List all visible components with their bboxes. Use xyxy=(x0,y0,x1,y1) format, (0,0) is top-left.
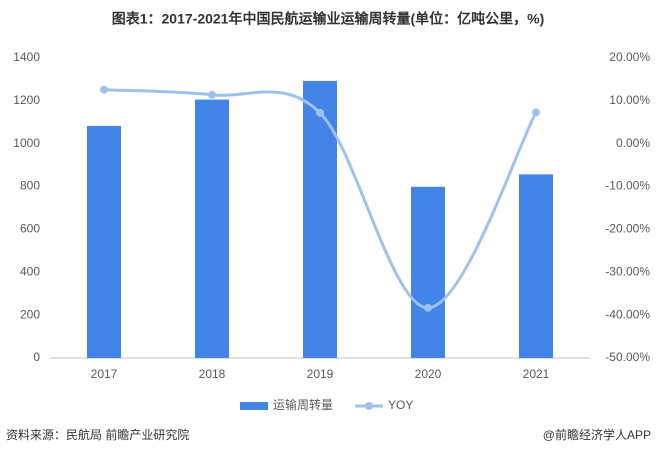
bar xyxy=(303,80,337,358)
y2-tick-label: -20.00% xyxy=(605,222,650,236)
y-tick-label: 600 xyxy=(20,222,40,236)
credit: @前瞻经济学人APP xyxy=(543,427,651,442)
y-tick-label: 1400 xyxy=(13,50,40,64)
line xyxy=(103,88,538,310)
y2-tick-label: -40.00% xyxy=(605,307,650,321)
x-tick-label: 2020 xyxy=(415,367,442,381)
bar xyxy=(87,125,121,358)
y2-tick-label: 10.00% xyxy=(609,93,650,107)
y2-tick-label: 0.00% xyxy=(616,136,650,150)
y-tick-label: 200 xyxy=(20,307,40,321)
line-marker xyxy=(100,85,108,94)
y-tick-label: 400 xyxy=(20,264,40,278)
bar xyxy=(411,186,445,358)
line-marker xyxy=(532,108,540,117)
bar xyxy=(519,174,553,358)
legend-label: YOY xyxy=(388,398,413,412)
y-tick-label: 1200 xyxy=(13,93,40,107)
y2-tick-label: -50.00% xyxy=(605,350,650,364)
y-tick-label: 800 xyxy=(20,179,40,193)
y2-tick-label: -30.00% xyxy=(605,264,650,278)
x-tick-label: 2017 xyxy=(91,367,118,381)
legend-swatch xyxy=(365,402,374,410)
bar xyxy=(195,99,229,359)
chart-title: 图表1：2017-2021年中国民航运输业运输周转量(单位：亿吨公里，%) xyxy=(112,11,545,27)
y-tick-label: 0 xyxy=(33,350,40,364)
y2-tick-label: -10.00% xyxy=(605,179,650,193)
line-marker xyxy=(424,303,432,312)
y2-tick-label: 20.00% xyxy=(609,50,650,64)
y-tick-label: 1000 xyxy=(13,136,40,150)
x-tick-label: 2019 xyxy=(307,367,334,381)
source-note: 资料来源：民航局 前瞻产业研究院 xyxy=(6,427,189,442)
legend-swatch xyxy=(240,402,268,410)
x-tick-label: 2018 xyxy=(199,367,226,381)
legend-label: 运输周转量 xyxy=(273,397,333,412)
line-marker xyxy=(208,90,216,99)
line-marker xyxy=(316,108,324,117)
x-tick-label: 2021 xyxy=(523,367,550,381)
